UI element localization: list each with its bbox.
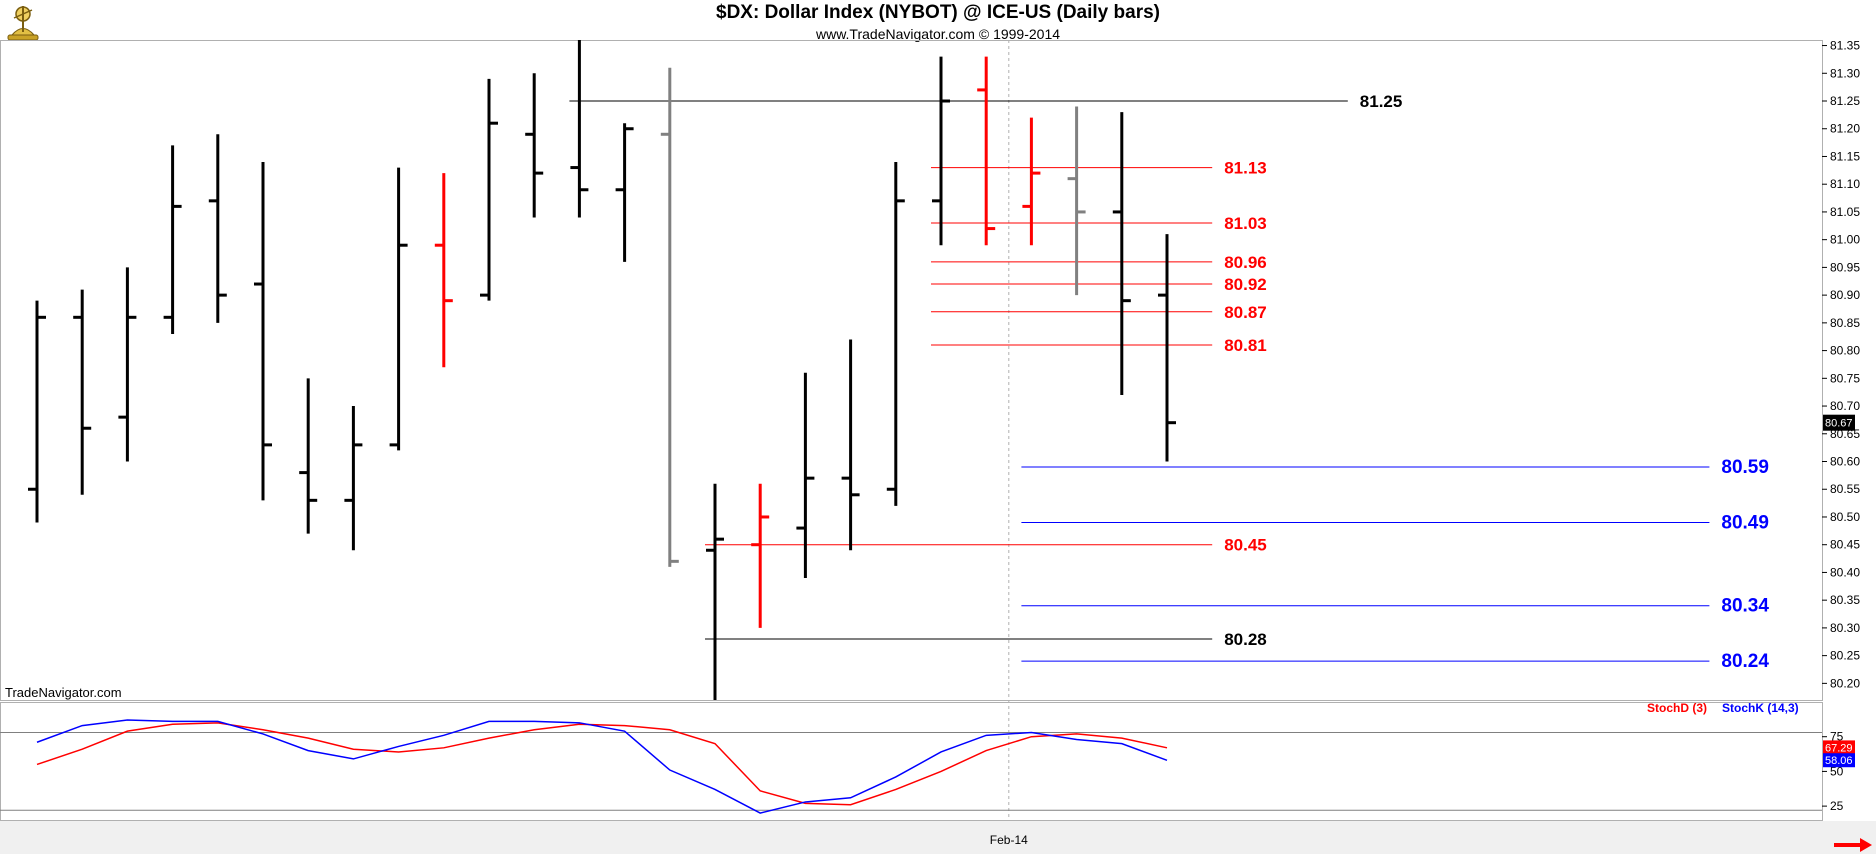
y-tick-label: 80.30 xyxy=(1830,621,1860,635)
trade-navigator-logo-icon xyxy=(4,2,42,42)
level-label: 80.59 xyxy=(1721,457,1769,478)
level-label: 80.28 xyxy=(1224,630,1267,649)
chart-subtitle: www.TradeNavigator.com © 1999-2014 xyxy=(815,26,1061,42)
y-tick-label: 81.00 xyxy=(1830,233,1860,247)
y-tick-label: 81.30 xyxy=(1830,66,1860,80)
osc-last-box xyxy=(1823,753,1855,768)
y-tick-label: 81.20 xyxy=(1830,122,1860,136)
osc-y-tick-label: 75 xyxy=(1830,730,1844,744)
price-panel-frame xyxy=(0,40,1823,701)
level-label: 80.45 xyxy=(1224,536,1267,555)
y-tick-label: 81.10 xyxy=(1830,177,1860,191)
level-label: 80.87 xyxy=(1224,303,1267,322)
y-tick-label: 80.50 xyxy=(1830,510,1860,524)
y-tick-label: 80.25 xyxy=(1830,649,1860,663)
osc-last-label: 67.29 xyxy=(1825,742,1853,754)
y-tick-label: 80.90 xyxy=(1830,288,1860,302)
oscillator-panel-frame xyxy=(0,702,1823,821)
y-tick-label: 80.80 xyxy=(1830,344,1860,358)
level-label: 80.34 xyxy=(1721,596,1769,617)
osc-last-label: 58.06 xyxy=(1825,755,1853,767)
y-tick-label: 81.15 xyxy=(1830,149,1860,163)
y-tick-label: 80.60 xyxy=(1830,455,1860,469)
y-tick-label: 80.20 xyxy=(1830,676,1860,690)
y-tick-label: 80.85 xyxy=(1830,316,1860,330)
chart-title: $DX: Dollar Index (NYBOT) @ ICE-US (Dail… xyxy=(716,2,1160,23)
last-price-box xyxy=(1823,414,1855,431)
osc-y-tick-label: 25 xyxy=(1830,799,1844,813)
level-label: 80.81 xyxy=(1224,336,1267,355)
x-tick-label: Feb-14 xyxy=(990,833,1028,847)
level-label: 80.49 xyxy=(1721,513,1769,534)
level-label: 81.13 xyxy=(1224,159,1267,178)
time-axis-band xyxy=(0,821,1876,854)
watermark-text: TradeNavigator.com xyxy=(5,685,122,700)
level-label: 80.92 xyxy=(1224,275,1267,294)
y-tick-label: 80.55 xyxy=(1830,482,1860,496)
stoch-line xyxy=(36,719,1168,814)
y-tick-label: 81.05 xyxy=(1830,205,1860,219)
level-label: 81.03 xyxy=(1224,214,1267,233)
scroll-right-arrow-icon[interactable] xyxy=(1834,838,1872,852)
y-tick-label: 80.35 xyxy=(1830,593,1860,607)
legend-entry: StochK (14,3) xyxy=(1722,701,1799,715)
y-tick-label: 80.40 xyxy=(1830,565,1860,579)
y-tick-label: 80.45 xyxy=(1830,538,1860,552)
level-label: 80.24 xyxy=(1721,651,1769,672)
osc-last-box xyxy=(1823,740,1855,755)
y-tick-label: 80.75 xyxy=(1830,371,1860,385)
y-tick-label: 81.25 xyxy=(1830,94,1860,108)
y-tick-label: 80.95 xyxy=(1830,260,1860,274)
y-tick-label: 80.70 xyxy=(1830,399,1860,413)
level-label: 80.96 xyxy=(1224,253,1267,272)
level-label: 81.25 xyxy=(1360,92,1403,111)
osc-y-tick-label: 50 xyxy=(1830,764,1844,778)
y-tick-label: 81.35 xyxy=(1830,39,1860,53)
last-price-label: 80.67 xyxy=(1825,418,1853,430)
legend-entry: StochD (3) xyxy=(1647,701,1707,715)
